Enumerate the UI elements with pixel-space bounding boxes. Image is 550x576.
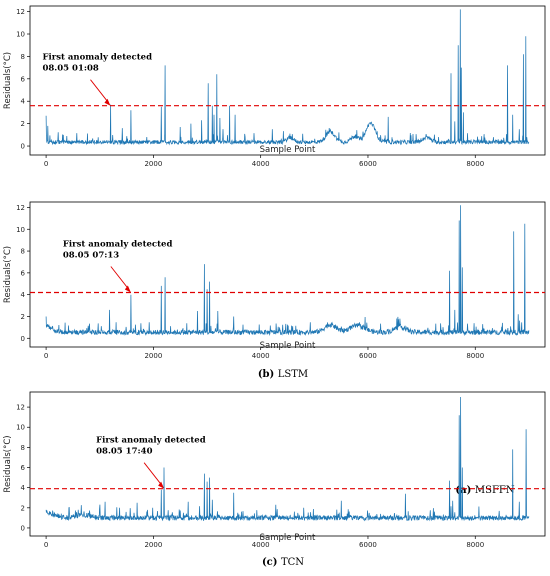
y-tick-label: 6 — [21, 75, 26, 83]
annotation-time: 08.05 07:13 — [63, 250, 119, 260]
caption-model-name: MSFFN — [475, 485, 515, 496]
caption-letter: (b) — [258, 369, 278, 380]
x-tick-label: 0 — [44, 541, 48, 549]
y-tick-label: 12 — [16, 404, 25, 412]
x-tick-label: 4000 — [252, 541, 270, 549]
y-tick-label: 4 — [21, 484, 26, 492]
caption-letter: (a) — [455, 485, 474, 496]
y-axis-label: Residuals(°C) — [3, 246, 13, 303]
x-tick-label: 8000 — [466, 352, 484, 360]
plot-frame — [29, 391, 546, 537]
y-tick-label: 6 — [21, 269, 26, 277]
annotation-title: First anomaly detected — [96, 436, 206, 446]
y-axis-label: Residuals(°C) — [3, 435, 13, 492]
residual-series-line — [45, 205, 530, 337]
x-tick-label: 8000 — [466, 160, 484, 168]
y-tick-label: 10 — [16, 226, 25, 234]
x-axis-label: Sample Point — [260, 341, 316, 351]
y-tick-label: 2 — [21, 120, 25, 128]
x-tick-label: 6000 — [359, 541, 377, 549]
y-tick-label: 0 — [21, 524, 25, 532]
x-tick-label: 0 — [44, 352, 48, 360]
y-tick-label: 8 — [21, 53, 25, 61]
x-axis-label: Sample Point — [260, 533, 316, 543]
annotation-arrow-head — [104, 98, 111, 106]
y-tick-label: 8 — [21, 444, 25, 452]
annotation-title: First anomaly detected — [63, 239, 173, 249]
annotation-arrow — [110, 266, 130, 290]
annotation-arrow — [90, 79, 109, 103]
y-tick-label: 12 — [16, 8, 25, 16]
plot-frame — [29, 201, 546, 348]
x-tick-label: 2000 — [144, 160, 162, 168]
y-tick-label: 10 — [16, 31, 25, 39]
y-tick-label: 4 — [21, 98, 26, 106]
x-tick-label: 2000 — [144, 541, 162, 549]
panel-caption: (b) LSTM — [258, 369, 308, 380]
caption-model-name: LSTM — [278, 369, 308, 380]
y-tick-label: 4 — [21, 291, 26, 299]
y-tick-label: 2 — [21, 313, 25, 321]
y-tick-label: 12 — [16, 204, 25, 212]
x-tick-label: 8000 — [466, 541, 484, 549]
caption-model-name: TCN — [281, 557, 304, 568]
annotation-arrow-head — [124, 285, 131, 293]
y-tick-label: 0 — [21, 143, 25, 151]
panel-caption: (a) MSFFN — [455, 485, 514, 496]
panel-c: 0 2000 4000 6000 8000 0 2 4 6 8 10 12 Sample Point Re… — [3, 391, 546, 568]
plot-frame — [29, 5, 546, 156]
y-tick-label: 6 — [21, 464, 26, 472]
x-tick-label: 6000 — [359, 352, 377, 360]
panel-a: 0 2000 4000 6000 8000 0 2 4 6 8 10 12 Sample Point Re… — [3, 5, 546, 496]
annotation-title: First anomaly detected — [42, 53, 152, 63]
annotation-arrow — [143, 462, 163, 486]
x-tick-label: 4000 — [252, 352, 270, 360]
y-tick-label: 8 — [21, 248, 25, 256]
x-tick-label: 4000 — [252, 160, 270, 168]
x-tick-label: 0 — [44, 160, 48, 168]
residual-series-line — [45, 9, 530, 146]
y-axis-label: Residuals(°C) — [3, 52, 13, 109]
annotation-arrow-head — [158, 481, 165, 489]
x-tick-label: 6000 — [359, 160, 377, 168]
annotation-time: 08.05 01:08 — [42, 64, 98, 74]
panel-b: 0 2000 4000 6000 8000 0 2 4 6 8 10 12 Sample Point Re… — [3, 201, 546, 380]
x-tick-label: 2000 — [144, 352, 162, 360]
residual-series-line — [45, 396, 530, 522]
x-axis-label: Sample Point — [260, 145, 316, 155]
caption-letter: (c) — [262, 557, 281, 568]
y-tick-label: 0 — [21, 335, 25, 343]
y-tick-label: 2 — [21, 504, 25, 512]
panel-caption: (c) TCN — [262, 557, 304, 568]
annotation-time: 08.05 17:40 — [96, 447, 152, 457]
y-tick-label: 10 — [16, 424, 25, 432]
